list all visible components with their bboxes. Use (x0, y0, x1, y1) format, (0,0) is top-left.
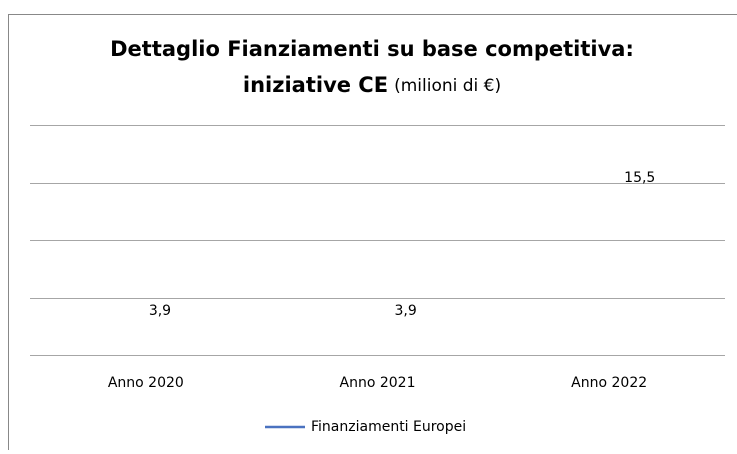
chart-title-note: (milioni di €) (394, 76, 501, 96)
chart-title-line: iniziative CE (milioni di €) (243, 73, 501, 97)
chart-title-part: iniziative CE (243, 73, 388, 97)
x-tick-label: Anno 2021 (340, 375, 416, 391)
x-tick-label: Anno 2022 (571, 375, 647, 391)
data-label: 3,9 (395, 303, 417, 319)
x-tick-label: Anno 2020 (108, 375, 184, 391)
chart-title: Dettaglio Fianziamenti su base competiti… (110, 37, 634, 61)
data-label: 15,5 (624, 170, 655, 186)
legend-label: Finanziamenti Europei (311, 419, 466, 435)
data-label: 3,9 (149, 303, 171, 319)
